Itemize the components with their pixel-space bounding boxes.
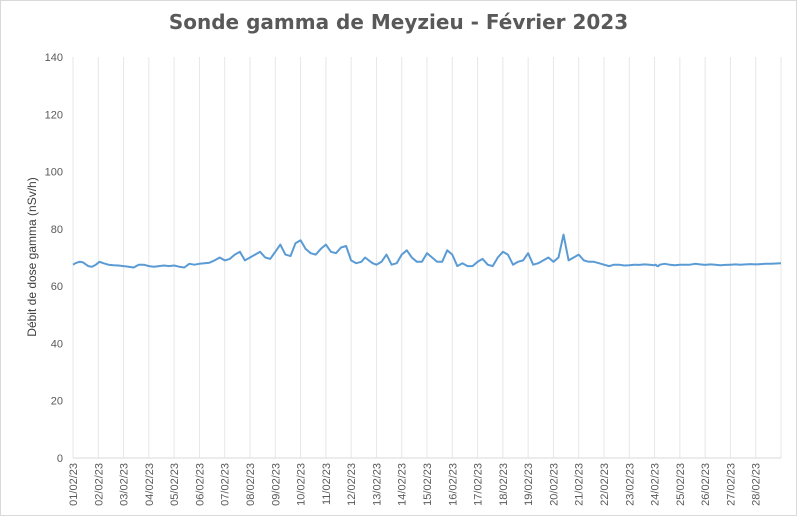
x-tick-label: 12/02/23	[346, 463, 358, 506]
x-tick-label: 18/02/23	[498, 463, 510, 506]
x-tick-label: 10/02/23	[296, 463, 308, 506]
x-tick-label: 17/02/23	[473, 463, 485, 506]
x-tick-label: 06/02/23	[194, 463, 206, 506]
x-tick-label: 27/02/23	[725, 463, 737, 506]
x-tick-label: 07/02/23	[220, 463, 232, 506]
x-tick-label: 19/02/23	[523, 463, 535, 506]
x-tick-label: 26/02/23	[700, 463, 712, 506]
series-line	[72, 233, 782, 269]
x-tick-label: 13/02/23	[371, 463, 383, 506]
x-tick-label: 23/02/23	[624, 463, 636, 506]
x-tick-label: 24/02/23	[650, 463, 662, 506]
y-tick-label: 120	[45, 109, 63, 121]
x-tick-label: 03/02/23	[119, 463, 131, 506]
chart-title: Sonde gamma de Meyzieu - Février 2023	[168, 10, 629, 34]
x-tick-label: 25/02/23	[675, 463, 687, 506]
x-tick-label: 02/02/23	[93, 463, 105, 506]
x-tick-label: 20/02/23	[548, 463, 560, 506]
x-tick-label: 04/02/23	[144, 463, 156, 506]
x-tick-label: 08/02/23	[245, 463, 257, 506]
x-tick-label: 15/02/23	[422, 463, 434, 506]
y-axis-ticks: 0 20 40 60 80 100 120 140	[45, 52, 63, 465]
x-tick-label: 01/02/23	[68, 463, 80, 506]
y-tick-label: 80	[51, 224, 63, 236]
x-tick-label: 22/02/23	[599, 463, 611, 506]
y-tick-label: 140	[45, 52, 63, 64]
grid-lines	[72, 57, 782, 458]
y-tick-label: 60	[51, 281, 63, 293]
x-tick-label: 21/02/23	[574, 463, 586, 506]
y-tick-label: 40	[51, 338, 63, 350]
x-tick-label: 05/02/23	[169, 463, 181, 506]
y-axis-label: Débit de dose gamma (nSv/h)	[25, 177, 39, 336]
x-tick-label: 16/02/23	[447, 463, 459, 506]
y-tick-label: 100	[45, 167, 63, 179]
x-tick-label: 11/02/23	[321, 463, 333, 505]
x-axis-ticks: 01/02/23 02/02/23 03/02/23 04/02/23 05/02/23…	[68, 463, 763, 506]
y-tick-label: 0	[57, 453, 63, 465]
y-tick-label: 20	[51, 396, 63, 408]
x-tick-label: 28/02/23	[751, 463, 763, 506]
x-tick-label: 14/02/23	[397, 463, 409, 506]
x-tick-label: 09/02/23	[270, 463, 282, 506]
